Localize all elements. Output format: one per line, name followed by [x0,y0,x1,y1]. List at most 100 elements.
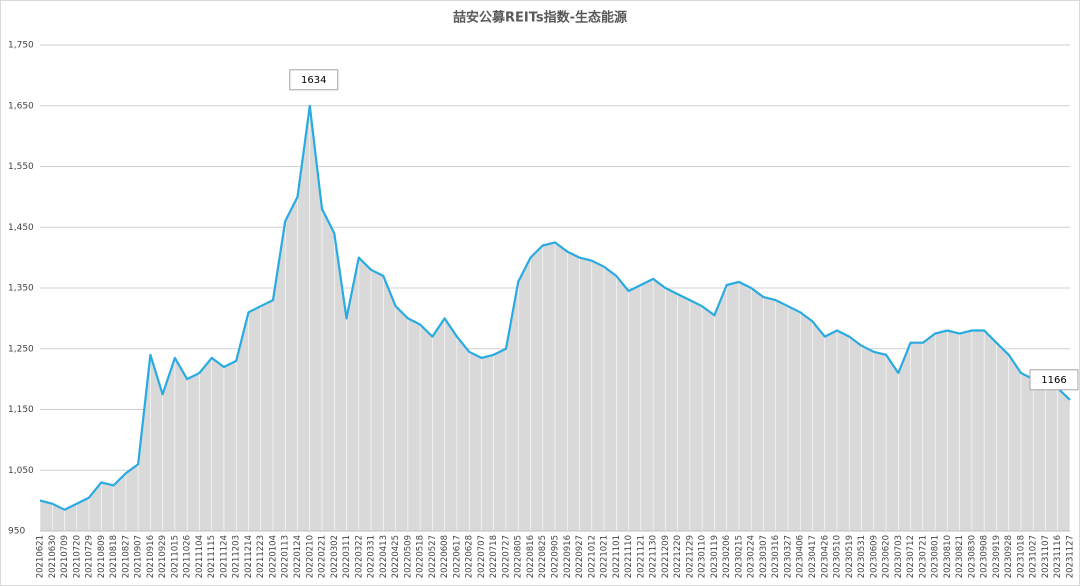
x-tick-label: 20230928 [1004,535,1014,578]
x-tick-label: 20220413 [379,535,389,578]
x-tick-label: 20220718 [489,535,499,578]
x-tick-label: 20230801 [931,535,941,578]
x-tick-label: 20230110 [698,535,708,578]
x-tick-label: 20230810 [943,535,953,578]
x-tick-label: 20220331 [367,535,377,578]
x-tick-label: 20220527 [428,535,438,578]
x-tick-label: 20220518 [416,535,426,578]
x-tick-label: 20220927 [575,535,585,578]
y-tick-label: 1,150 [8,405,34,415]
x-tick-label: 20221012 [587,535,597,578]
x-tick-label: 20231116 [1053,535,1063,578]
y-tick-label: 1,550 [8,162,34,172]
x-tick-label: 20230206 [722,535,732,578]
x-tick-label: 20220727 [501,535,511,578]
x-tick-label: 20221130 [649,535,659,578]
x-tick-label: 20221121 [636,535,646,578]
x-tick-label: 20231127 [1066,535,1076,578]
x-tick-label: 20230215 [734,535,744,578]
x-tick-label: 20211026 [183,535,193,578]
x-tick-label: 20221220 [673,535,683,578]
x-tick-label: 20210729 [85,535,95,578]
x-tick-label: 20220113 [281,535,291,578]
y-tick-label: 1,750 [8,41,34,51]
x-tick-label: 20230426 [820,535,830,578]
x-tick-label: 20220608 [440,535,450,578]
x-tick-label: 20230703 [894,535,904,578]
annotation: 1166 [1041,375,1066,386]
x-tick-label: 20220916 [563,535,573,578]
x-tick-label: 20210709 [60,535,70,578]
x-tick-label: 20220124 [293,535,303,578]
x-tick-label: 20230406 [796,535,806,578]
y-tick-label: 950 [8,527,25,537]
x-tick-label: 20211214 [244,535,254,578]
x-tick-label: 20230307 [759,535,769,578]
x-tick-label: 20230327 [783,535,793,578]
x-tick-label: 20210827 [121,535,131,578]
x-tick-label: 20230119 [710,535,720,578]
x-tick-label: 20220707 [477,535,487,578]
x-tick-label: 20220221 [318,535,328,578]
x-tick-label: 20220816 [526,535,536,578]
x-tick-label: 20220322 [354,535,364,578]
x-tick-label: 20220825 [538,535,548,578]
x-tick-label: 20211124 [219,535,229,578]
x-tick-label: 20221209 [661,535,671,578]
x-tick-label: 20221021 [600,535,610,578]
x-tick-label: 20210630 [48,535,58,578]
x-tick-label: 20220805 [514,535,524,578]
x-tick-label: 20210929 [158,535,168,578]
x-tick-label: 20210916 [146,535,156,578]
x-tick-label: 20230821 [955,535,965,578]
chart-title: 喆安公募REITs指数-生态能源 [453,10,627,26]
x-tick-label: 20230712 [906,535,916,578]
x-tick-label: 20230519 [845,535,855,578]
x-tick-label: 20210720 [72,535,82,578]
x-tick-label: 20211015 [170,535,180,578]
x-tick-label: 20231018 [1016,535,1026,578]
x-tick-label: 20231027 [1029,535,1039,578]
x-tick-label: 20230316 [771,535,781,578]
x-tick-label: 20220210 [305,535,315,578]
x-tick-label: 20230609 [869,535,879,578]
x-tick-label: 20220302 [330,535,340,578]
x-tick-label: 20230510 [833,535,843,578]
x-tick-label: 20230620 [882,535,892,578]
x-tick-label: 20220905 [551,535,561,578]
x-tick-label: 20210809 [97,535,107,578]
x-tick-label: 20230417 [808,535,818,578]
x-tick-label: 20220628 [465,535,475,578]
x-tick-label: 20231107 [1041,535,1051,578]
x-tick-label: 20211104 [195,535,205,578]
x-tick-label: 20230224 [747,535,757,578]
x-tick-label: 20211223 [256,535,266,578]
x-tick-label: 20230830 [967,535,977,578]
x-tick-label: 20211203 [232,535,242,578]
x-tick-label: 20220311 [342,535,352,578]
x-tick-label: 20230721 [918,535,928,578]
x-tick-label: 20220425 [391,535,401,578]
x-tick-label: 20221101 [612,535,622,578]
x-tick-label: 20220509 [403,535,413,578]
x-tick-label: 20220617 [452,535,462,578]
y-tick-label: 1,350 [8,284,34,294]
line [39,104,1071,511]
x-tick-label: 20220104 [268,535,278,578]
x-tick-label: 20230908 [980,535,990,578]
x-tick-label: 20230531 [857,535,867,578]
y-tick-label: 1,650 [8,101,34,111]
annotation-box [289,69,339,91]
annotation-box [1029,369,1079,391]
x-tick-label: 20210907 [134,535,144,578]
x-tick-label: 20210621 [36,535,46,578]
y-tick-label: 1,450 [8,223,34,233]
x-tick-label: 20230919 [992,535,1002,578]
y-tick-label: 1,250 [8,344,34,354]
x-tick-label: 20221110 [624,535,634,578]
x-tick-label: 20210818 [109,535,119,578]
annotation: 1634 [301,75,326,86]
x-tick-label: 20221229 [685,535,695,578]
y-tick-label: 1,050 [8,466,34,476]
